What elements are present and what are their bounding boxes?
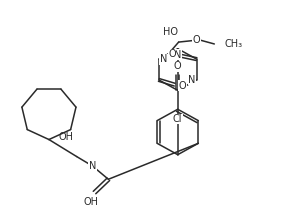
Text: N: N — [174, 50, 181, 60]
Text: OH: OH — [83, 197, 98, 207]
Text: CH₃: CH₃ — [224, 39, 242, 49]
Text: N: N — [160, 54, 167, 64]
Text: N: N — [188, 75, 196, 85]
Text: N: N — [89, 161, 96, 171]
Text: Cl: Cl — [173, 114, 182, 124]
Text: O: O — [179, 81, 186, 91]
Text: HO: HO — [163, 27, 178, 37]
Text: OH: OH — [59, 132, 74, 142]
Text: O: O — [193, 35, 200, 45]
Text: O: O — [168, 49, 176, 59]
Text: O: O — [174, 61, 181, 71]
